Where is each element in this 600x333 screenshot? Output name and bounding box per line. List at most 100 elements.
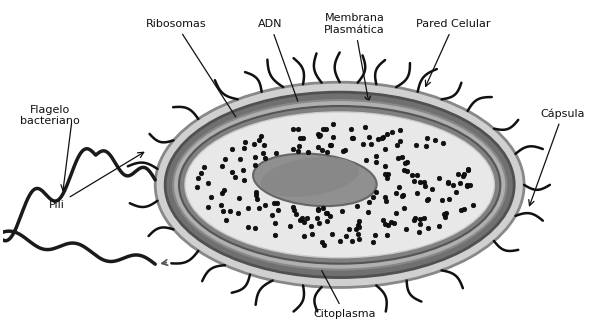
Point: [410, 179, 419, 184]
Point: [227, 169, 236, 175]
Point: [401, 226, 411, 231]
Point: [347, 238, 357, 244]
Point: [380, 222, 390, 227]
Text: Pared Celular: Pared Celular: [416, 19, 491, 86]
Point: [463, 166, 472, 172]
Point: [193, 184, 202, 189]
Point: [256, 134, 266, 139]
Point: [440, 214, 450, 220]
Point: [314, 134, 324, 139]
Point: [422, 197, 432, 203]
Point: [415, 216, 425, 222]
Point: [411, 142, 421, 147]
Point: [346, 126, 356, 132]
Point: [389, 220, 398, 226]
Point: [227, 146, 237, 152]
Point: [295, 217, 305, 223]
Point: [239, 167, 248, 173]
Point: [341, 233, 351, 238]
Point: [347, 136, 357, 141]
Point: [326, 142, 335, 148]
Point: [289, 147, 298, 152]
Point: [382, 233, 392, 238]
Point: [371, 232, 380, 237]
Point: [420, 183, 430, 188]
Point: [307, 231, 317, 237]
Point: [318, 126, 328, 131]
Point: [352, 204, 362, 209]
Point: [377, 136, 387, 141]
Point: [314, 220, 324, 226]
Point: [318, 206, 328, 211]
Point: [321, 210, 331, 215]
Point: [424, 226, 433, 231]
Point: [218, 191, 227, 196]
Point: [413, 190, 422, 195]
Point: [422, 136, 432, 141]
Point: [235, 157, 245, 162]
Point: [371, 153, 381, 159]
Point: [353, 231, 362, 236]
Point: [317, 148, 326, 153]
Point: [292, 211, 301, 216]
Point: [463, 182, 472, 187]
Text: Membrana
Plasmática: Membrana Plasmática: [324, 13, 385, 102]
Point: [380, 163, 389, 168]
Point: [458, 173, 467, 178]
Point: [400, 160, 410, 165]
Point: [250, 226, 260, 231]
Point: [381, 198, 391, 203]
Point: [239, 146, 248, 151]
Point: [251, 192, 261, 198]
Point: [360, 124, 370, 129]
Point: [364, 135, 373, 140]
Point: [225, 208, 235, 213]
Point: [298, 136, 308, 141]
Point: [402, 159, 412, 165]
Point: [302, 215, 311, 220]
Point: [383, 171, 393, 176]
Point: [252, 196, 262, 201]
Point: [386, 219, 395, 224]
Point: [322, 211, 332, 216]
Point: [392, 143, 401, 148]
Point: [251, 162, 260, 167]
Point: [468, 203, 478, 208]
Point: [387, 130, 397, 135]
Point: [380, 171, 390, 176]
Text: Ribosomas: Ribosomas: [146, 19, 258, 152]
Point: [440, 211, 449, 216]
Point: [293, 126, 303, 132]
Point: [206, 194, 215, 199]
Point: [402, 168, 412, 174]
Point: [260, 202, 270, 208]
Point: [338, 208, 347, 214]
Point: [338, 149, 347, 154]
Point: [258, 150, 268, 156]
Point: [221, 156, 230, 162]
Point: [303, 149, 313, 155]
Point: [414, 230, 424, 235]
Text: Citoplasma: Citoplasma: [302, 233, 376, 319]
Point: [254, 205, 264, 210]
Point: [327, 231, 337, 237]
Ellipse shape: [155, 82, 524, 287]
Point: [200, 165, 209, 170]
Point: [380, 194, 389, 200]
Point: [382, 176, 391, 181]
Point: [355, 218, 364, 223]
Point: [445, 196, 454, 201]
Ellipse shape: [165, 92, 514, 278]
Point: [455, 180, 464, 185]
Point: [203, 204, 212, 209]
Point: [314, 145, 323, 150]
Point: [299, 234, 309, 239]
Point: [344, 226, 354, 231]
Point: [260, 156, 269, 161]
Point: [459, 171, 469, 177]
Ellipse shape: [179, 106, 500, 264]
Ellipse shape: [261, 157, 359, 197]
Point: [285, 224, 295, 229]
Point: [351, 226, 361, 232]
Point: [354, 224, 364, 230]
